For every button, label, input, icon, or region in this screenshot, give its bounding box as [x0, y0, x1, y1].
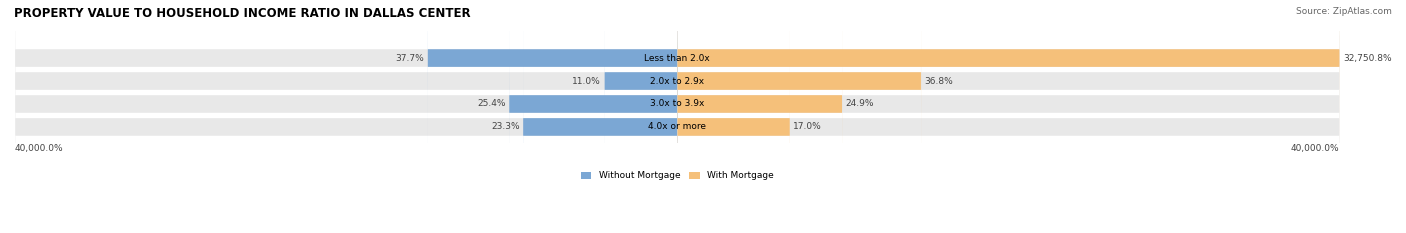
Text: 37.7%: 37.7% [395, 54, 425, 62]
Text: Less than 2.0x: Less than 2.0x [644, 54, 710, 62]
Text: 23.3%: 23.3% [491, 123, 520, 131]
FancyBboxPatch shape [15, 0, 678, 233]
FancyBboxPatch shape [678, 0, 1340, 233]
FancyBboxPatch shape [678, 0, 1340, 233]
Text: Source: ZipAtlas.com: Source: ZipAtlas.com [1296, 7, 1392, 16]
Text: 40,000.0%: 40,000.0% [15, 144, 63, 153]
FancyBboxPatch shape [605, 0, 678, 233]
Text: 4.0x or more: 4.0x or more [648, 123, 706, 131]
FancyBboxPatch shape [523, 0, 678, 233]
FancyBboxPatch shape [678, 0, 1340, 233]
Text: 17.0%: 17.0% [793, 123, 823, 131]
Text: 11.0%: 11.0% [572, 76, 602, 86]
Text: 32,750.8%: 32,750.8% [1343, 54, 1392, 62]
Text: 2.0x to 2.9x: 2.0x to 2.9x [650, 76, 704, 86]
FancyBboxPatch shape [509, 0, 678, 233]
Legend: Without Mortgage, With Mortgage: Without Mortgage, With Mortgage [581, 171, 775, 181]
Text: 24.9%: 24.9% [845, 99, 875, 109]
FancyBboxPatch shape [678, 0, 1340, 233]
Text: 25.4%: 25.4% [477, 99, 506, 109]
FancyBboxPatch shape [427, 0, 678, 233]
FancyBboxPatch shape [15, 0, 678, 233]
FancyBboxPatch shape [678, 0, 842, 233]
Text: 36.8%: 36.8% [924, 76, 953, 86]
FancyBboxPatch shape [678, 0, 1340, 233]
Text: 40,000.0%: 40,000.0% [1291, 144, 1340, 153]
FancyBboxPatch shape [678, 0, 921, 233]
Text: PROPERTY VALUE TO HOUSEHOLD INCOME RATIO IN DALLAS CENTER: PROPERTY VALUE TO HOUSEHOLD INCOME RATIO… [14, 7, 471, 20]
FancyBboxPatch shape [678, 0, 790, 233]
FancyBboxPatch shape [15, 0, 678, 233]
Text: 3.0x to 3.9x: 3.0x to 3.9x [650, 99, 704, 109]
FancyBboxPatch shape [15, 0, 678, 233]
